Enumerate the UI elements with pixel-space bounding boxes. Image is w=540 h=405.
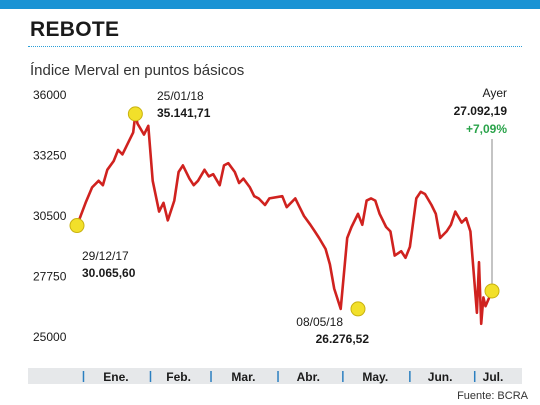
source-note: Fuente: BCRA <box>457 390 528 402</box>
y-tick-label: 27750 <box>33 270 67 284</box>
highlight-marker <box>69 218 85 234</box>
chart-subtitle: Índice Merval en puntos básicos <box>30 62 245 79</box>
annotation-change-label: +7,09% <box>466 122 507 136</box>
highlight-marker <box>127 106 143 122</box>
chart-title: REBOTE <box>30 18 120 41</box>
y-tick-label: 30500 <box>33 209 67 223</box>
y-tick-label: 25000 <box>33 330 67 344</box>
x-tick-label: Ene. <box>103 370 128 384</box>
merval-series-line <box>75 112 494 326</box>
annotation-value-label: 35.141,71 <box>157 106 211 120</box>
top-accent-bar <box>0 0 540 9</box>
highlight-marker <box>350 301 366 317</box>
x-tick-label: Abr. <box>297 370 320 384</box>
annotation-date-label: Ayer <box>483 86 507 100</box>
y-tick-label: 33250 <box>33 149 67 163</box>
title-divider <box>28 46 522 47</box>
x-axis-band <box>28 368 522 384</box>
annotation-value-label: 27.092,19 <box>454 104 508 118</box>
x-tick-label: Jun. <box>428 370 453 384</box>
annotation-date-label: 08/05/18 <box>296 315 343 329</box>
y-tick-label: 36000 <box>33 88 67 102</box>
annotation-date-label: 29/12/17 <box>82 249 129 263</box>
x-tick-label: Mar. <box>231 370 255 384</box>
annotation-value-label: 26.276,52 <box>316 332 370 346</box>
x-tick-label: Feb. <box>166 370 191 384</box>
highlight-marker <box>484 283 500 299</box>
annotation-date-label: 25/01/18 <box>157 89 204 103</box>
x-tick-label: May. <box>362 370 388 384</box>
x-tick-label: Jul. <box>483 370 504 384</box>
annotation-value-label: 30.065,60 <box>82 266 136 280</box>
